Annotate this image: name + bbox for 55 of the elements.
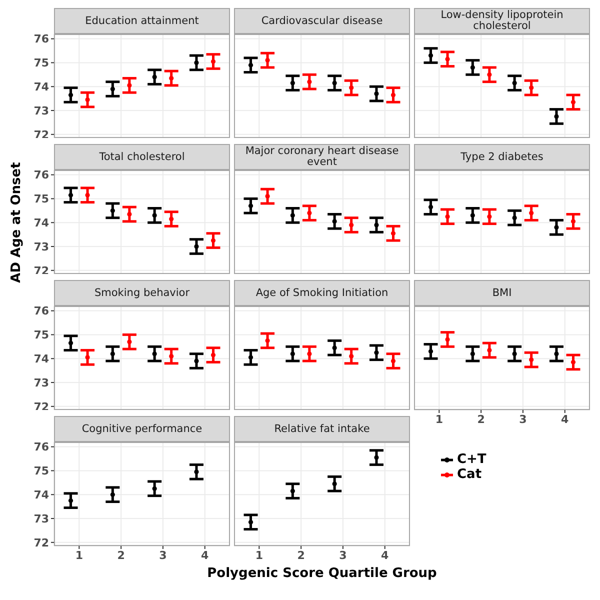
x-tick-label: 3 bbox=[519, 412, 527, 426]
legend-label: C+T bbox=[457, 452, 486, 467]
point bbox=[332, 482, 337, 486]
y-tick-label: 75 bbox=[34, 56, 49, 70]
chart-title: BMI bbox=[414, 280, 590, 306]
point bbox=[374, 455, 379, 460]
y-tick-label: 72 bbox=[34, 536, 49, 550]
y-tick-label: 72 bbox=[34, 400, 49, 414]
y-tick-label: 75 bbox=[34, 464, 49, 478]
y-tick-label: 73 bbox=[34, 512, 49, 526]
chart-title: Age of Smoking Initiation bbox=[234, 280, 410, 306]
x-tick-label: 1 bbox=[75, 548, 83, 562]
point bbox=[194, 470, 199, 474]
y-tick-label: 74 bbox=[34, 352, 50, 366]
y-tick-label: 75 bbox=[34, 192, 49, 206]
y-tick-label: 76 bbox=[34, 168, 50, 182]
x-tick-label: 4 bbox=[561, 412, 570, 426]
x-tick-label: 3 bbox=[339, 548, 347, 562]
chart-title: Major coronary heart disease event bbox=[234, 144, 410, 170]
y-tick-label: 76 bbox=[34, 440, 50, 454]
x-tick-label: 3 bbox=[159, 548, 167, 562]
x-tick-label: 2 bbox=[117, 548, 125, 562]
point bbox=[152, 486, 157, 491]
point bbox=[68, 498, 74, 503]
y-tick-label: 74 bbox=[34, 216, 50, 230]
y-tick-label: 76 bbox=[34, 32, 50, 46]
x-axis-title: Polygenic Score Quartile Group bbox=[206, 566, 438, 581]
point bbox=[290, 488, 295, 494]
y-tick-label: 74 bbox=[34, 80, 50, 94]
x-tick-label: 4 bbox=[381, 548, 390, 562]
y-tick-label: 73 bbox=[34, 376, 49, 390]
chart-title: Cardiovascular disease bbox=[234, 8, 410, 34]
y-tick-label: 75 bbox=[34, 328, 49, 342]
y-axis-title: AD Age at Onset bbox=[8, 162, 24, 282]
chart-title: Low-density lipoprotein cholesterol bbox=[414, 8, 590, 34]
chart-title: Education attainment bbox=[54, 8, 230, 34]
chart-title: Type 2 diabetes bbox=[414, 144, 590, 170]
chart-title: Total cholesterol bbox=[54, 144, 230, 170]
y-tick-label: 74 bbox=[34, 488, 50, 502]
legend-label: Cat bbox=[457, 467, 482, 482]
chart-title: Cognitive performance bbox=[54, 416, 230, 442]
chart-title: Smoking behavior bbox=[54, 280, 230, 306]
x-tick-label: 2 bbox=[297, 548, 305, 562]
y-tick-label: 72 bbox=[34, 264, 49, 278]
x-tick-label: 2 bbox=[477, 412, 485, 426]
y-tick-label: 73 bbox=[34, 104, 49, 118]
x-tick-label: 1 bbox=[255, 548, 263, 562]
x-tick-label: 4 bbox=[201, 548, 210, 562]
y-tick-label: 73 bbox=[34, 240, 49, 254]
y-tick-label: 76 bbox=[34, 304, 50, 318]
point bbox=[110, 492, 115, 497]
x-tick-label: 1 bbox=[435, 412, 443, 426]
y-tick-label: 72 bbox=[34, 128, 49, 142]
chart-title: Relative fat intake bbox=[234, 416, 410, 442]
point bbox=[248, 520, 254, 524]
